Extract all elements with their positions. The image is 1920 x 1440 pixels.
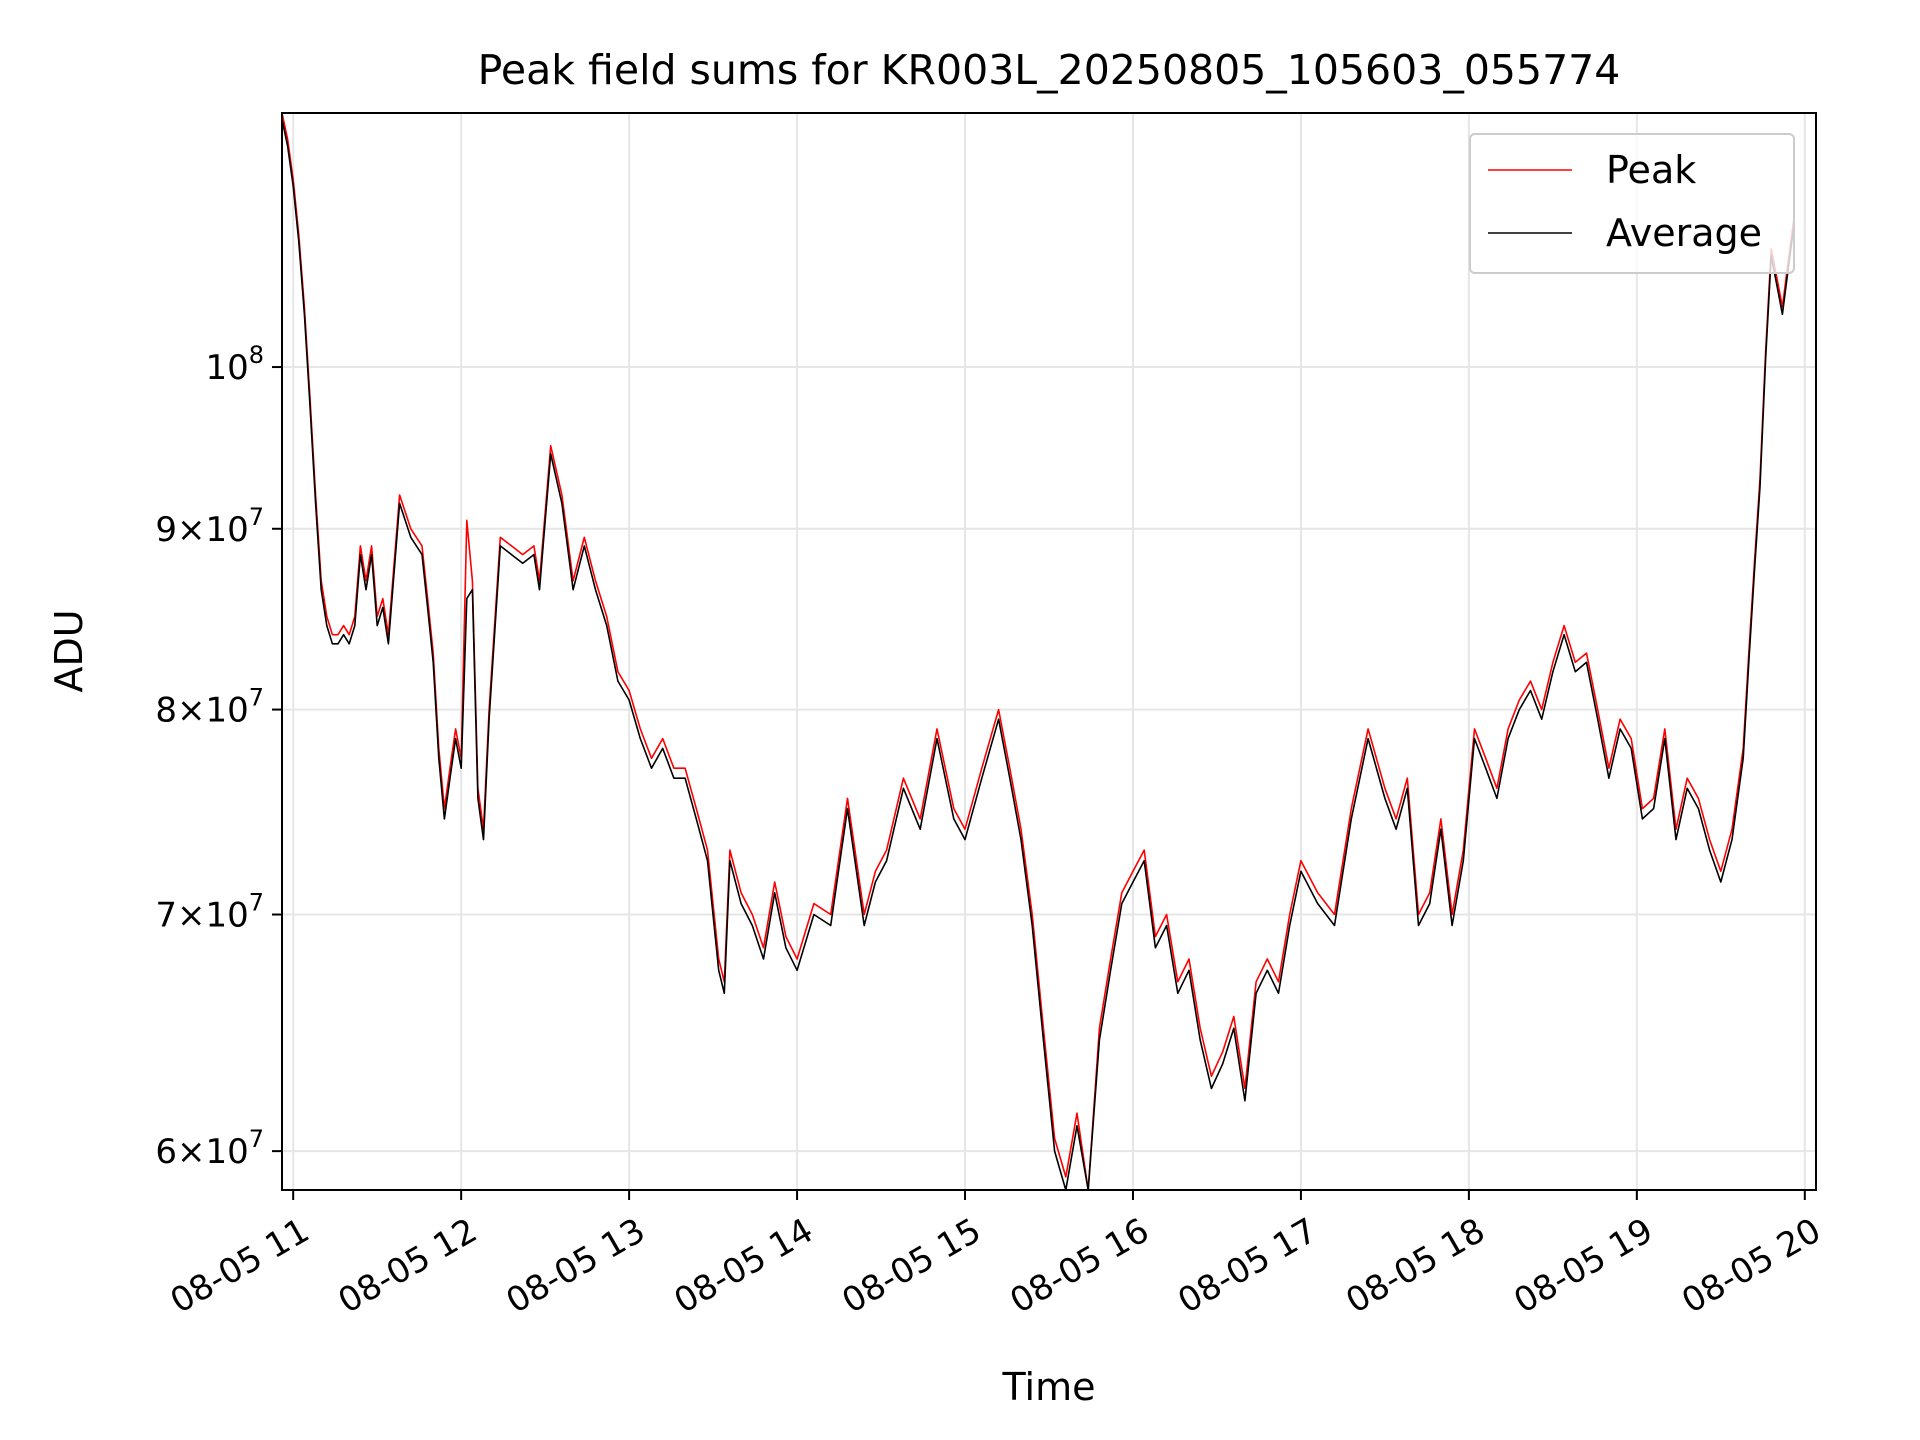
series-line-average xyxy=(281,118,1795,1191)
grid xyxy=(282,113,1816,1190)
y-tick-label: 108 xyxy=(205,341,264,388)
plot-lines xyxy=(281,112,1795,1191)
legend-label-average: Average xyxy=(1606,211,1762,255)
y-tick-label: 7×107 xyxy=(155,889,264,936)
plot-frame xyxy=(281,112,1817,1191)
legend-label-peak: Peak xyxy=(1606,148,1696,192)
legend: Peak Average xyxy=(1469,133,1795,274)
y-axis: 6×107 7×107 8×107 9×107 108 xyxy=(155,341,282,1172)
y-tick-label: 6×107 xyxy=(155,1125,264,1172)
legend-box xyxy=(1469,133,1795,274)
chart-title: Peak field sums for KR003L_20250805_1056… xyxy=(478,46,1621,94)
y-tick-label: 8×107 xyxy=(155,684,264,731)
y-tick-label: 9×107 xyxy=(155,503,264,550)
y-axis-label: ADU xyxy=(47,609,91,692)
x-axis-label: Time xyxy=(1002,1365,1096,1409)
